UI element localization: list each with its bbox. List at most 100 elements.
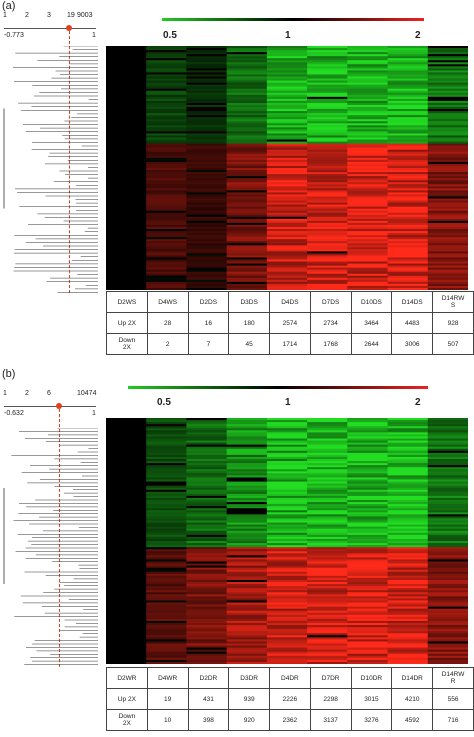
heatmap-cell	[347, 475, 388, 479]
heatmap-cell	[146, 618, 187, 622]
heatmap-cell	[387, 180, 429, 183]
heatmap-cell	[347, 524, 388, 528]
table-cell: 507	[432, 333, 474, 355]
heatmap-cell	[307, 477, 348, 481]
heatmap-cell	[106, 647, 147, 651]
heatmap-cell	[106, 104, 147, 108]
heatmap-cell	[307, 594, 348, 597]
heatmap-cell	[266, 594, 308, 597]
heatmap-cell	[307, 80, 348, 84]
heatmap-cell	[266, 131, 308, 135]
heatmap-cell	[427, 557, 468, 561]
heatmap-cell	[186, 133, 228, 137]
heatmap-cell	[106, 267, 147, 271]
heatmap-cell	[347, 76, 388, 80]
heatmap-cell	[186, 283, 228, 287]
heatmap-cell	[226, 184, 268, 187]
heatmap-cell	[106, 235, 147, 238]
heatmap-cell	[307, 438, 348, 442]
heatmap-cell	[387, 479, 429, 483]
heatmap-cell	[146, 277, 187, 281]
heatmap-cell	[146, 520, 187, 524]
heatmap-cell	[226, 84, 268, 88]
heatmap-cell	[226, 90, 268, 94]
threshold-marker[interactable]	[66, 25, 72, 31]
heatmap-cell	[387, 84, 429, 88]
heatmap-cell	[387, 631, 429, 634]
heatmap-cell	[226, 52, 268, 55]
heatmap-cell	[347, 635, 388, 638]
heatmap-cell	[427, 534, 468, 538]
heatmap-cell	[146, 60, 187, 63]
threshold-marker[interactable]	[56, 403, 62, 409]
heatmap-cell	[146, 139, 187, 143]
heatmap-cell	[226, 88, 268, 92]
heatmap-cell	[387, 131, 429, 135]
row-label: Up 2X	[106, 688, 148, 710]
heatmap-cell	[146, 78, 187, 82]
heatmap-cell	[387, 206, 429, 210]
scale-top-1: 1	[3, 12, 7, 19]
heatmap-cell	[307, 534, 348, 538]
heatmap-cell	[146, 198, 187, 202]
heatmap-cell	[226, 563, 268, 567]
heatmap-cell	[387, 76, 429, 80]
heatmap-cell	[347, 231, 388, 234]
heatmap-cell	[347, 188, 388, 191]
heatmap-cell	[146, 436, 187, 440]
heatmap-cell	[146, 510, 187, 513]
heatmap-cell	[427, 440, 468, 444]
heatmap-cell	[307, 149, 348, 153]
heatmap-cell	[387, 141, 429, 145]
heatmap-cell	[387, 285, 429, 289]
heatmap-cell	[347, 512, 388, 515]
heatmap-cell	[387, 255, 429, 259]
heatmap-cell	[146, 155, 187, 159]
heatmap-cell	[427, 495, 468, 499]
heatmap-cell	[146, 559, 187, 563]
heatmap-cell	[106, 629, 147, 632]
heatmap-cell	[266, 143, 308, 147]
heatmap-cell	[387, 155, 429, 159]
heatmap-cell	[226, 448, 268, 452]
heatmap-cell	[226, 123, 268, 126]
heatmap-cell	[266, 471, 308, 474]
heatmap-cell	[266, 555, 308, 558]
table-cell: 1768	[309, 333, 352, 355]
heatmap-cell	[146, 80, 187, 84]
heatmap-cell	[307, 277, 348, 281]
heatmap-cell	[347, 159, 388, 163]
heatmap-cell	[146, 522, 187, 526]
heatmap-cell	[146, 463, 187, 466]
heatmap-cell	[106, 143, 147, 147]
heatmap-cell	[307, 497, 348, 501]
heatmap-cell	[347, 168, 388, 171]
heatmap-cell	[146, 440, 187, 444]
heatmap-cell	[146, 594, 187, 597]
heatmap-cell	[146, 430, 187, 433]
heatmap-cell	[186, 72, 228, 76]
heatmap-cell	[347, 287, 388, 290]
heatmap-cell	[347, 277, 388, 281]
heatmap-cell	[266, 257, 308, 261]
heatmap-cell	[226, 135, 268, 139]
heatmap-cell	[146, 444, 187, 448]
heatmap-cell	[307, 273, 348, 277]
heatmap-cell	[226, 247, 268, 250]
heatmap-cell	[427, 216, 468, 220]
heatmap-cell	[106, 618, 147, 622]
heatmap-cell	[307, 265, 348, 269]
heatmap-cell	[106, 620, 147, 624]
heatmap-cell	[347, 491, 388, 495]
heatmap-cell	[266, 50, 308, 53]
heatmap-cell	[427, 426, 468, 429]
heatmap-cell	[307, 526, 348, 530]
heatmap-cell	[146, 66, 187, 69]
heatmap-cell	[307, 127, 348, 130]
heatmap-cell	[106, 510, 147, 513]
heatmap-cell	[387, 218, 429, 222]
heatmap-cell	[307, 434, 348, 438]
heatmap-cell	[347, 48, 388, 51]
heatmap-cell	[266, 107, 308, 110]
heatmap-cell	[266, 109, 308, 112]
